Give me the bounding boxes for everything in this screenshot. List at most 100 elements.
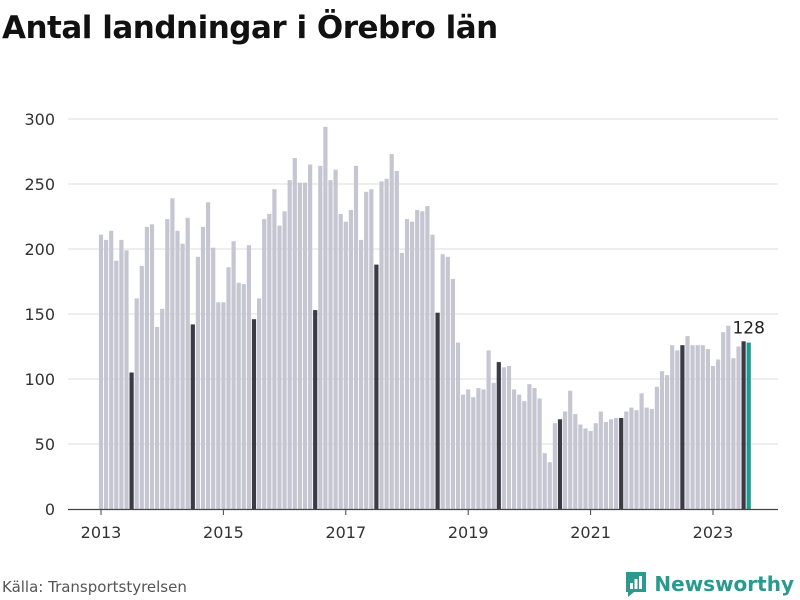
bar [236, 282, 241, 509]
bar [134, 298, 139, 509]
bar [287, 180, 292, 509]
brand-logo[interactable]: Newsworthy [624, 570, 794, 598]
bar [629, 407, 634, 509]
bar [501, 367, 506, 509]
bar [654, 386, 659, 509]
bar [185, 217, 190, 510]
bar [180, 243, 185, 510]
bar [639, 393, 644, 509]
bar [491, 382, 496, 509]
bar [216, 302, 221, 509]
bar [461, 394, 466, 509]
bar [690, 345, 695, 509]
bar [313, 310, 318, 509]
bar [359, 239, 364, 509]
bar [328, 180, 333, 509]
bar [318, 165, 323, 510]
bar [471, 397, 476, 509]
brand-name: Newsworthy [654, 572, 794, 596]
bar [435, 312, 440, 509]
bar [573, 414, 578, 509]
bar [129, 372, 134, 509]
newsworthy-logo-icon [626, 572, 647, 597]
bar [374, 264, 379, 509]
bar [333, 169, 338, 509]
bar [675, 350, 680, 509]
bar [659, 371, 665, 509]
y-axis-ticks: 0 50 100 150 200 250 300 [24, 110, 55, 519]
bar [338, 213, 343, 509]
bar [486, 350, 491, 509]
bar [634, 410, 639, 509]
bar [195, 256, 200, 509]
x-axis: 2013 2015 2017 2019 2021 2023 [68, 508, 778, 542]
bar [670, 345, 675, 509]
bar [149, 224, 155, 510]
bar [716, 359, 721, 509]
bar [455, 342, 461, 509]
bar [200, 226, 206, 509]
y-tick-label: 0 [45, 500, 55, 519]
bar [160, 308, 165, 509]
bar [292, 158, 297, 509]
bar [476, 388, 481, 509]
x-tick-label: 2013 [81, 523, 122, 542]
bar [139, 265, 144, 509]
bar [603, 421, 608, 509]
bar [175, 230, 180, 510]
y-tick-label: 150 [24, 305, 55, 324]
bar [695, 345, 700, 509]
bar [262, 219, 267, 509]
bar [104, 239, 109, 509]
bar [226, 267, 231, 509]
bar [583, 428, 588, 509]
bar [649, 408, 654, 509]
bar [415, 210, 420, 509]
bar [430, 234, 435, 509]
bar [496, 362, 501, 509]
bar [710, 366, 716, 509]
bar [532, 388, 537, 509]
bar [206, 202, 211, 509]
bar [308, 164, 313, 509]
bar [721, 332, 726, 509]
bar [481, 389, 486, 509]
bar [557, 419, 563, 509]
bar [109, 230, 114, 510]
bar [593, 423, 598, 509]
bar [731, 358, 736, 509]
bar [297, 182, 302, 509]
bar [665, 375, 670, 509]
bar [445, 256, 450, 509]
bar [741, 341, 746, 509]
bar [608, 419, 614, 509]
x-tick-label: 2019 [448, 523, 489, 542]
y-tick-label: 100 [24, 370, 55, 389]
bar [221, 302, 226, 509]
bar [404, 219, 410, 509]
bar [517, 394, 522, 509]
bar [705, 349, 710, 509]
source-note: Källa: Transportstyrelsen [2, 578, 187, 596]
bar [542, 453, 547, 509]
bar [98, 234, 104, 509]
bar [257, 298, 262, 509]
bar [547, 462, 552, 509]
bar [369, 189, 374, 509]
bar [348, 210, 353, 509]
bar [277, 225, 282, 509]
bar [353, 165, 359, 510]
bar [231, 241, 236, 509]
bar [466, 389, 471, 509]
bar [568, 390, 573, 509]
bar [506, 366, 512, 509]
bar [246, 245, 251, 509]
bar [420, 211, 425, 510]
bar [410, 221, 415, 509]
bar [144, 226, 149, 509]
bar [522, 401, 527, 509]
bar [119, 239, 124, 509]
bar [527, 384, 532, 509]
bar [282, 211, 287, 510]
